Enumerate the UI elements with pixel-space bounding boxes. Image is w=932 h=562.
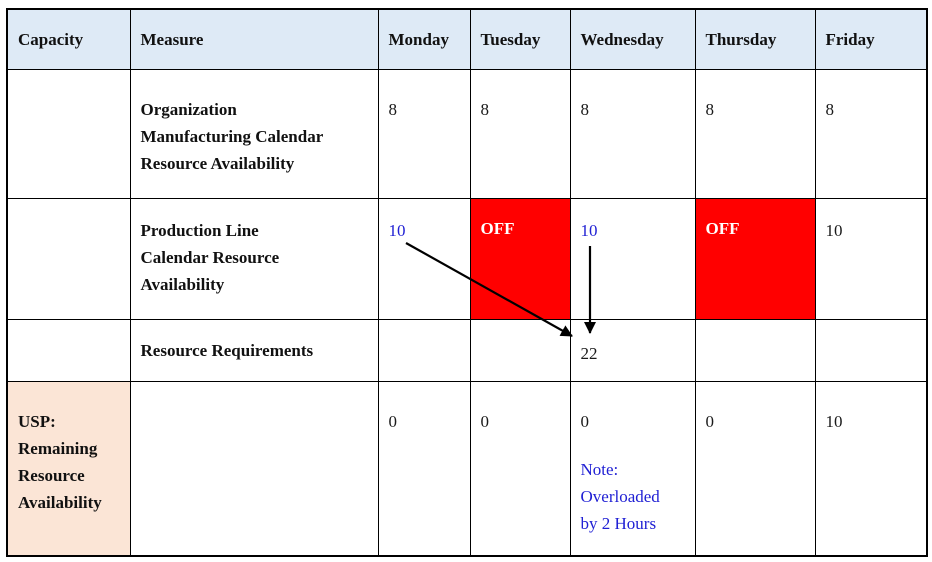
cell-line-thursday-off: OFF xyxy=(694,197,816,320)
row-usp-remaining: USP: Remaining Resource Availability 0 0… xyxy=(6,380,928,557)
row-org-availability: Organization Manufacturing Calendar Reso… xyxy=(6,68,928,199)
cell-usp-label: USP: Remaining Resource Availability xyxy=(6,380,131,557)
cell-org-thursday: 8 xyxy=(694,68,816,199)
usp-wednesday-value: 0 xyxy=(580,411,590,431)
cell-req-wednesday: 22 xyxy=(569,318,696,382)
cell-capacity-empty xyxy=(6,318,131,382)
cell-usp-tuesday: 0 xyxy=(469,380,571,557)
cell-capacity-empty xyxy=(6,197,131,320)
col-header-thursday: Thursday xyxy=(694,8,816,70)
col-header-tuesday: Tuesday xyxy=(469,8,571,70)
col-header-wednesday: Wednesday xyxy=(569,8,696,70)
cell-line-wednesday: 10 xyxy=(569,197,696,320)
col-header-monday: Monday xyxy=(377,8,471,70)
col-header-capacity: Capacity xyxy=(6,8,131,70)
cell-req-tuesday xyxy=(469,318,571,382)
row-resource-requirements: Resource Requirements 22 xyxy=(6,318,928,382)
cell-req-monday xyxy=(377,318,471,382)
cell-org-tuesday: 8 xyxy=(469,68,571,199)
cell-measure-empty xyxy=(129,380,379,557)
cell-capacity-empty xyxy=(6,68,131,199)
cell-measure-line: Production Line Calendar Resource Availa… xyxy=(129,197,379,320)
overload-note: Note: Overloaded by 2 Hours xyxy=(580,459,660,533)
cell-usp-friday: 10 xyxy=(814,380,928,557)
cell-req-thursday xyxy=(694,318,816,382)
measure-label: Production Line Calendar Resource Availa… xyxy=(140,220,280,294)
cell-line-tuesday-off: OFF xyxy=(469,197,571,320)
cell-line-monday: 10 xyxy=(377,197,471,320)
capacity-table: Capacity Measure Monday Tuesday Wednesda… xyxy=(6,8,928,557)
cell-org-friday: 8 xyxy=(814,68,928,199)
measure-label: Organization Manufacturing Calendar Reso… xyxy=(140,99,323,173)
cell-req-friday xyxy=(814,318,928,382)
cell-usp-thursday: 0 xyxy=(694,380,816,557)
cell-usp-monday: 0 xyxy=(377,380,471,557)
cell-org-monday: 8 xyxy=(377,68,471,199)
row-line-availability: Production Line Calendar Resource Availa… xyxy=(6,197,928,320)
cell-usp-wednesday: 0 Note: Overloaded by 2 Hours xyxy=(569,380,696,557)
table-header-row: Capacity Measure Monday Tuesday Wednesda… xyxy=(6,8,928,70)
col-header-friday: Friday xyxy=(814,8,928,70)
cell-org-wednesday: 8 xyxy=(569,68,696,199)
cell-line-friday: 10 xyxy=(814,197,928,320)
cell-measure-org: Organization Manufacturing Calendar Reso… xyxy=(129,68,379,199)
col-header-measure: Measure xyxy=(129,8,379,70)
cell-measure-requirements: Resource Requirements xyxy=(129,318,379,382)
usp-label: USP: Remaining Resource Availability xyxy=(18,411,102,512)
